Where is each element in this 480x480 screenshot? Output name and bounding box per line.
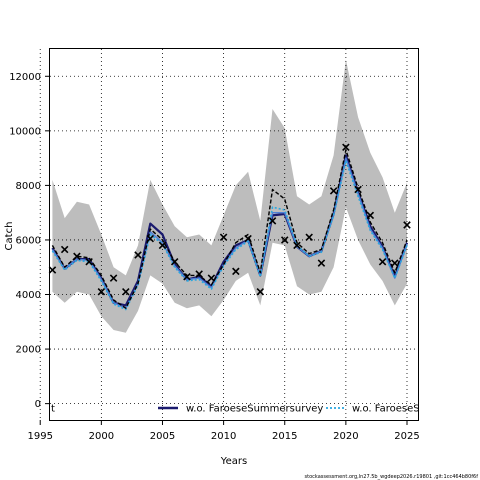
observation-point-16-stroke-b: [244, 234, 252, 243]
observation-point-22: [317, 259, 326, 267]
x-tick-label-6: 2025: [394, 431, 419, 442]
y-tick-label-3: 6000: [16, 235, 41, 246]
x-tick-label-4: 2015: [272, 431, 297, 442]
observation-point-4-stroke-b: [97, 288, 106, 296]
observation-point-7-stroke-b: [134, 251, 142, 259]
x-tick-label-0: 1995: [27, 431, 52, 442]
legend-label-2: w.o. FaroeseSp: [352, 404, 426, 415]
observation-point-6: [122, 288, 130, 296]
observation-point-19-stroke-b: [280, 236, 289, 244]
grid-layer: [39, 49, 418, 420]
y-tick-label-1: 2000: [16, 345, 41, 356]
observation-point-1: [60, 245, 69, 254]
observation-point-5-stroke-b: [109, 274, 118, 282]
observation-point-18: [268, 217, 277, 225]
y-tick-label-2: 4000: [16, 290, 41, 301]
observation-point-27-stroke-b: [378, 258, 387, 266]
observation-point-1-stroke-b: [60, 245, 69, 254]
observation-point-11: [183, 273, 191, 281]
confidence-band: [52, 59, 408, 333]
observation-point-5: [109, 274, 118, 282]
observation-point-10: [170, 258, 179, 266]
observation-point-15-stroke-b: [232, 267, 240, 276]
observation-point-9: [158, 241, 167, 250]
series-line-2: [51, 160, 408, 311]
plot-frame: [49, 48, 419, 421]
legend-label-1: w.o. FaroeseSummersurvey: [186, 404, 323, 415]
observation-point-22-stroke-b: [317, 259, 326, 267]
observation-point-11-stroke-b: [183, 273, 191, 281]
observation-point-28-stroke-b: [391, 259, 399, 267]
x-axis-label: Years: [220, 456, 247, 467]
observation-point-27: [378, 258, 387, 266]
y-axis-label: Catch: [4, 222, 15, 251]
observation-point-24-stroke-b: [342, 143, 350, 151]
observation-point-23-stroke-b: [329, 187, 338, 195]
observation-point-14: [219, 233, 228, 241]
observation-point-25-stroke-b: [354, 185, 362, 194]
observation-points-layer: [48, 143, 411, 296]
observation-point-0: [48, 266, 57, 274]
series-layer: [51, 149, 409, 311]
observation-point-21-stroke-b: [305, 233, 313, 241]
observation-point-0-stroke-b: [48, 266, 57, 274]
observation-point-2-stroke-b: [73, 252, 81, 261]
observation-point-13: [207, 274, 216, 282]
legend: t w.o. FaroeseSummersurvey w.o. FaroeseSp: [51, 404, 426, 415]
x-tick-label-3: 2010: [211, 431, 236, 442]
observation-point-7: [134, 251, 142, 259]
observation-point-15: [232, 267, 240, 276]
observation-point-8: [146, 234, 155, 243]
footer-source-text: stockassessment.org,ln27.5b_wgdeep2026.r…: [305, 474, 479, 480]
x-tick-label-5: 2020: [333, 431, 358, 442]
observation-point-21: [305, 233, 313, 241]
observation-point-13-stroke-b: [207, 274, 216, 282]
confidence-band-layer: [52, 59, 408, 333]
observation-point-29-stroke-b: [403, 221, 411, 229]
observation-point-3: [85, 258, 93, 266]
y-tick-label-4: 8000: [16, 181, 41, 192]
observation-point-12-stroke-b: [195, 270, 203, 278]
observation-point-17-stroke-b: [256, 288, 265, 296]
y-tick-label-6: 12000: [9, 72, 41, 83]
observation-point-26-stroke-b: [366, 211, 375, 220]
observation-point-18-stroke-b: [268, 217, 277, 225]
observation-point-8-stroke-b: [146, 234, 155, 243]
x-tick-label-1: 2000: [89, 431, 114, 442]
legend-items: t w.o. FaroeseSummersurvey w.o. FaroeseSp: [51, 404, 426, 415]
observation-point-12: [195, 270, 203, 278]
observation-point-28: [391, 259, 399, 267]
observation-point-20: [293, 241, 301, 250]
observation-point-26: [366, 211, 375, 220]
series-line-0: [51, 149, 408, 309]
observation-point-23: [329, 187, 338, 195]
observation-point-6-stroke-b: [122, 288, 130, 296]
observation-point-24: [342, 143, 350, 151]
y-tick-label-5: 10000: [9, 126, 41, 137]
observation-point-2: [73, 252, 81, 261]
observation-point-9-stroke-b: [158, 241, 167, 250]
legend-label-0: t: [51, 404, 55, 415]
observation-point-3-stroke-b: [85, 258, 93, 266]
observation-point-4: [97, 288, 106, 296]
observation-point-17: [256, 288, 265, 296]
observation-point-14-stroke-b: [219, 233, 228, 241]
axis-ticks-layer: 1995 2000 2005 2010 2015 2020 2025 0 2000 4000 600…: [9, 72, 420, 442]
x-tick-label-2: 2005: [150, 431, 175, 442]
y-tick-label-0: 0: [35, 399, 41, 410]
observation-point-16: [244, 234, 252, 243]
observation-point-10-stroke-b: [170, 258, 179, 266]
observation-point-29: [403, 221, 411, 229]
observation-point-25: [354, 185, 362, 194]
observation-point-20-stroke-b: [293, 241, 301, 250]
observation-point-19: [280, 236, 289, 244]
